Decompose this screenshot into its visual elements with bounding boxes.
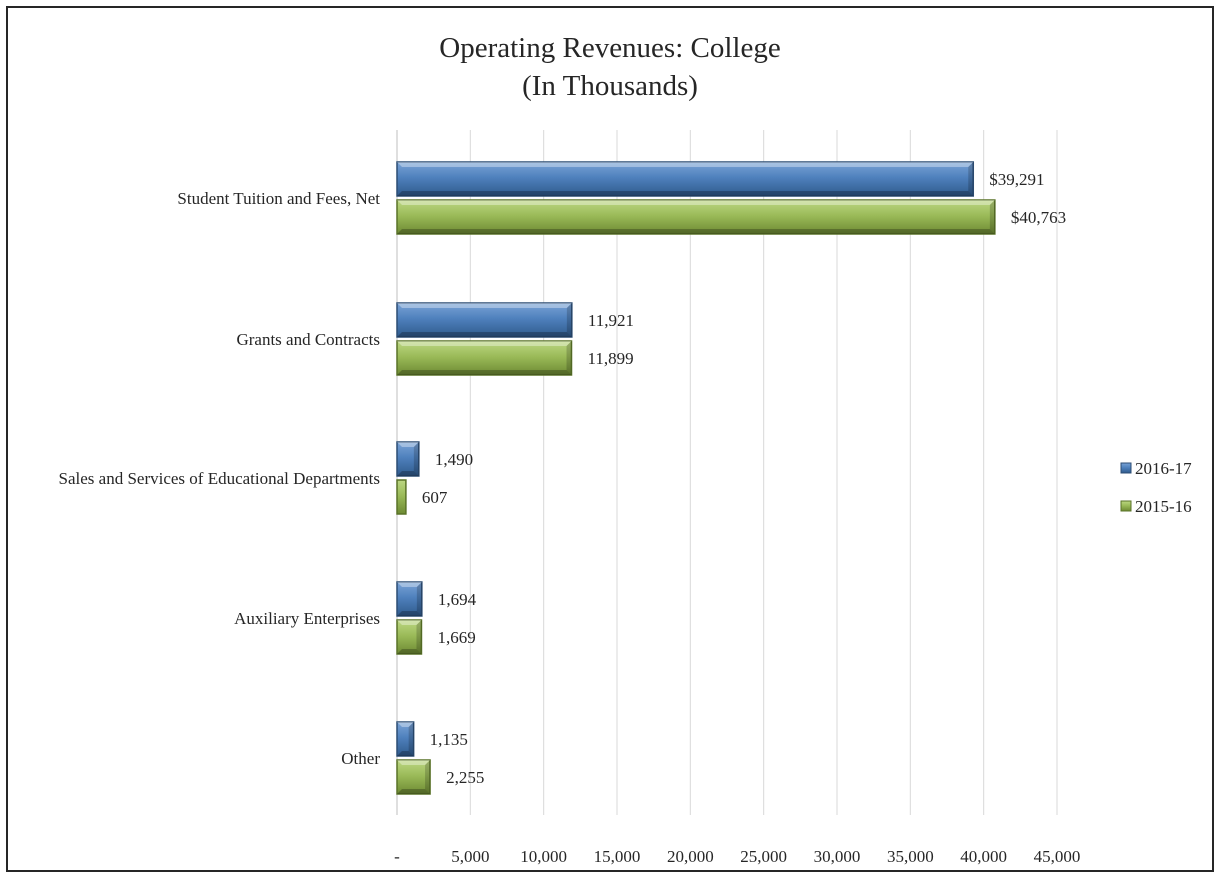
- bar-bevel-highlight: [397, 620, 422, 625]
- bar-2016-17: [396, 161, 975, 197]
- bar-bevel-side: [416, 582, 422, 616]
- category-label: Student Tuition and Fees, Net: [177, 189, 380, 208]
- data-label: 11,899: [588, 349, 634, 368]
- bar-bevel-shadow: [397, 789, 431, 794]
- category-label: Sales and Services of Educational Depart…: [59, 469, 380, 488]
- x-tick-label: 30,000: [814, 847, 861, 866]
- category-label: Grants and Contracts: [236, 330, 380, 349]
- data-label: $40,763: [1011, 208, 1066, 227]
- legend-label: 2015-16: [1135, 497, 1192, 516]
- x-tick-label: 5,000: [451, 847, 489, 866]
- x-tick-label: 10,000: [520, 847, 567, 866]
- bar-2016-17: [396, 581, 423, 617]
- bar-2016-17: [396, 302, 573, 338]
- bar-bevel-highlight: [397, 442, 419, 447]
- bar-bevel-side: [408, 722, 414, 756]
- bar-2015-16: [396, 759, 431, 795]
- bar-bevel-shadow: [397, 751, 414, 756]
- data-label: $39,291: [989, 170, 1044, 189]
- bar-bevel-shadow: [397, 611, 422, 616]
- category-label: Other: [341, 749, 380, 768]
- bar-2015-16: [396, 199, 996, 235]
- bar-bevel-shadow: [397, 649, 422, 654]
- bar-2015-16: [396, 479, 407, 515]
- bar-bevel-shadow: [397, 332, 572, 337]
- bar-2016-17: [396, 721, 415, 757]
- x-tick-label: 35,000: [887, 847, 934, 866]
- data-label: 1,694: [438, 590, 477, 609]
- bar-bevel-shadow: [397, 471, 419, 476]
- bars: [396, 161, 996, 795]
- chart-area: [6, 6, 1214, 872]
- bar-bevel-side: [413, 442, 419, 476]
- labels: Student Tuition and Fees, Net $39,291 $40,…: [59, 170, 1067, 787]
- bar-bevel-side: [425, 760, 431, 794]
- bar-bevel-highlight: [397, 341, 572, 346]
- x-tick-label: 15,000: [594, 847, 641, 866]
- bar-2016-17: [396, 441, 420, 477]
- bar-bevel-highlight: [397, 200, 995, 205]
- x-tick-label: 45,000: [1034, 847, 1081, 866]
- chart-title-line-2: (In Thousands): [522, 70, 698, 102]
- bar-bevel-shadow: [397, 191, 974, 196]
- bar-2015-16: [396, 619, 423, 655]
- data-label: 607: [422, 488, 448, 507]
- bar-bevel-side: [989, 200, 995, 234]
- category-label: Auxiliary Enterprises: [234, 609, 380, 628]
- legend: 2016-17 2015-16: [1120, 459, 1192, 516]
- data-label: 1,135: [430, 730, 468, 749]
- bar-bevel-side: [416, 620, 422, 654]
- chart-title-line-1: Operating Revenues: College: [439, 32, 780, 64]
- gridlines: - 5,000 10,000 15,000 20,000 25,000 30,000 35,0…: [394, 130, 1080, 866]
- bar-bevel-shadow: [397, 229, 995, 234]
- bar-2015-16: [396, 340, 573, 376]
- x-tick-label: 40,000: [960, 847, 1007, 866]
- data-label: 2,255: [446, 768, 484, 787]
- x-tick-label: 20,000: [667, 847, 714, 866]
- legend-swatch: [1120, 500, 1132, 512]
- bar-bevel-highlight: [397, 722, 414, 727]
- x-tick-label: 25,000: [740, 847, 787, 866]
- data-label: 1,490: [435, 450, 473, 469]
- bar-bevel-highlight: [397, 162, 974, 167]
- bar-bevel-shadow: [397, 370, 572, 375]
- bar-bevel-highlight: [397, 582, 422, 587]
- x-tick-label: -: [394, 847, 400, 866]
- legend-swatch: [1120, 462, 1132, 474]
- bar-bevel-side: [566, 341, 572, 375]
- bar-bevel-highlight: [397, 760, 431, 765]
- data-label: 11,921: [588, 311, 634, 330]
- legend-label: 2016-17: [1135, 459, 1192, 478]
- data-label: 1,669: [437, 628, 475, 647]
- bar-bevel-side: [968, 162, 974, 196]
- bar-bevel-highlight: [397, 303, 572, 308]
- bar-bevel-side: [566, 303, 572, 337]
